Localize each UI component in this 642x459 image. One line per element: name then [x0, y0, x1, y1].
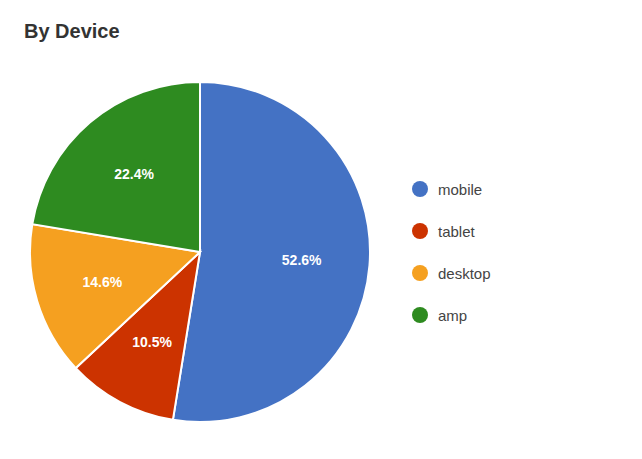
- legend-swatch: [412, 307, 428, 323]
- pie: [30, 82, 370, 422]
- legend-label: mobile: [438, 181, 482, 198]
- pie-slice: [173, 82, 370, 422]
- legend-label: tablet: [438, 223, 476, 240]
- legend-swatch: [412, 181, 428, 197]
- chart-title: By Device: [24, 20, 120, 42]
- chart-svg: By Device 52.6% 10.5% 14.6% 22.4% mobile table…: [0, 0, 642, 459]
- data-labels: 52.6% 10.5% 14.6% 22.4%: [83, 166, 323, 350]
- legend-label: amp: [438, 307, 467, 324]
- data-label: 22.4%: [114, 166, 154, 182]
- legend-swatch: [412, 265, 428, 281]
- chart-container: By Device 52.6% 10.5% 14.6% 22.4% mobile table…: [0, 0, 642, 459]
- legend: mobile tablet desktop amp: [412, 181, 491, 324]
- legend-label: desktop: [438, 265, 491, 282]
- legend-swatch: [412, 223, 428, 239]
- data-label: 10.5%: [132, 334, 172, 350]
- data-label: 52.6%: [282, 252, 322, 268]
- data-label: 14.6%: [83, 274, 123, 290]
- pie-slice: [32, 82, 200, 252]
- background: [0, 0, 642, 459]
